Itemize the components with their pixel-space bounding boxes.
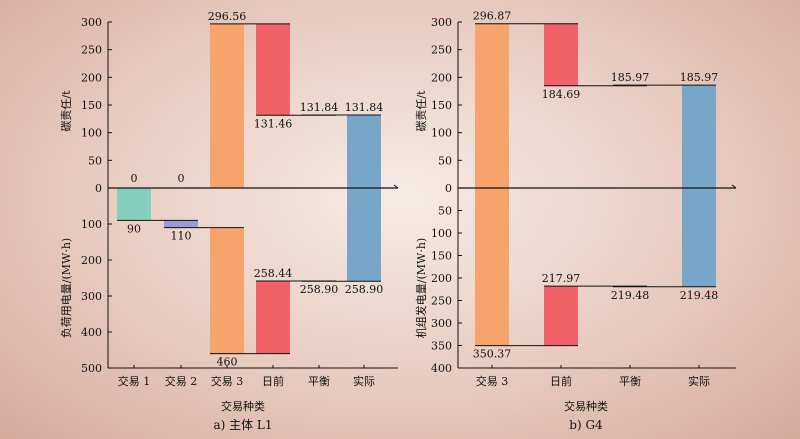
bottom-tick-label: 400 bbox=[431, 362, 452, 375]
bottom-tick-label: 0 bbox=[445, 182, 452, 195]
category-label: 交易 3 bbox=[211, 374, 244, 388]
carbon-value-label: 0 bbox=[178, 172, 185, 185]
top-tick-label: 100 bbox=[431, 127, 452, 140]
energy-bar bbox=[475, 188, 509, 346]
panel-caption: a) 主体 L1 bbox=[213, 418, 272, 432]
category-label: 实际 bbox=[688, 374, 710, 388]
energy-value-label: 110 bbox=[171, 230, 192, 243]
x-axis-title: 交易种类 bbox=[564, 399, 608, 413]
energy-value-label: 219.48 bbox=[680, 289, 719, 302]
energy-bar bbox=[347, 188, 381, 282]
energy-value-label: 350.37 bbox=[473, 348, 512, 361]
category-label: 平衡 bbox=[308, 375, 330, 388]
bottom-tick-label: 500 bbox=[81, 362, 102, 375]
energy-value-label: 258.90 bbox=[300, 283, 339, 296]
carbon-value-label: 184.69 bbox=[542, 88, 581, 101]
bottom-tick-label: 200 bbox=[431, 272, 452, 285]
x-axis-title: 交易种类 bbox=[221, 399, 265, 413]
category-label: 交易 1 bbox=[118, 374, 151, 388]
bottom-tick-label: 0 bbox=[95, 182, 102, 195]
bottom-tick-label: 350 bbox=[431, 340, 452, 353]
top-tick-label: 200 bbox=[81, 71, 102, 84]
top-tick-label: 200 bbox=[431, 71, 452, 84]
top-tick-label: 150 bbox=[431, 99, 452, 112]
top-tick-label: 300 bbox=[81, 16, 102, 29]
energy-bar bbox=[164, 220, 198, 228]
energy-value-label: 219.48 bbox=[611, 289, 650, 302]
carbon-value-label: 185.97 bbox=[611, 71, 650, 84]
bottom-tick-label: 300 bbox=[431, 317, 452, 330]
bottom-tick-label: 50 bbox=[438, 205, 452, 218]
bottom-tick-label: 300 bbox=[81, 290, 102, 303]
carbon-value-label: 296.87 bbox=[473, 10, 512, 23]
carbon-value-label: 296.56 bbox=[208, 10, 247, 23]
carbon-value-label: 131.84 bbox=[345, 101, 384, 114]
category-label: 日前 bbox=[550, 374, 572, 388]
carbon-value-label: 185.97 bbox=[680, 71, 719, 84]
energy-bar bbox=[682, 188, 716, 287]
top-tick-label: 100 bbox=[81, 127, 102, 140]
carbon-value-label: 131.46 bbox=[254, 117, 293, 130]
bottom-tick-label: 150 bbox=[431, 250, 452, 263]
energy-bar bbox=[256, 281, 290, 354]
category-label: 交易 2 bbox=[165, 374, 198, 388]
panel-caption: b) G4 bbox=[569, 418, 603, 432]
energy-bar bbox=[544, 286, 578, 346]
bottom-tick-label: 250 bbox=[431, 295, 452, 308]
bottom-tick-label: 200 bbox=[81, 254, 102, 267]
zero-axis-arrow bbox=[731, 184, 737, 189]
energy-bar bbox=[117, 188, 151, 221]
energy-value-label: 460 bbox=[217, 356, 238, 369]
carbon-bar bbox=[544, 23, 578, 86]
top-tick-label: 150 bbox=[81, 99, 102, 112]
bottom-tick-label: 100 bbox=[431, 227, 452, 240]
category-label: 交易 3 bbox=[476, 374, 509, 388]
y-axis-title-top: 碳责任/t bbox=[59, 90, 73, 132]
carbon-bar bbox=[475, 23, 509, 188]
top-tick-label: 50 bbox=[438, 154, 452, 167]
y-axis-title-bottom: 机组发电量/(MW·h) bbox=[414, 238, 428, 338]
top-tick-label: 250 bbox=[81, 44, 102, 57]
zero-axis-arrow bbox=[393, 184, 399, 189]
carbon-bar bbox=[347, 115, 381, 188]
top-tick-label: 300 bbox=[431, 16, 452, 29]
bottom-tick-label: 400 bbox=[81, 326, 102, 339]
carbon-bar bbox=[210, 23, 244, 188]
carbon-value-label: 131.84 bbox=[300, 101, 339, 114]
energy-value-label: 258.90 bbox=[345, 283, 384, 296]
carbon-bar bbox=[256, 23, 290, 116]
energy-value-label: 217.97 bbox=[542, 272, 581, 285]
carbon-bar bbox=[682, 85, 716, 188]
category-label: 平衡 bbox=[619, 375, 641, 388]
top-tick-label: 250 bbox=[431, 44, 452, 57]
bottom-tick-label: 100 bbox=[81, 218, 102, 231]
y-axis-title-top: 碳责任/t bbox=[414, 90, 428, 132]
energy-value-label: 90 bbox=[127, 222, 141, 235]
energy-value-label: 258.44 bbox=[254, 267, 293, 280]
carbon-value-label: 0 bbox=[131, 172, 138, 185]
category-label: 实际 bbox=[353, 374, 375, 388]
y-axis-title-bottom: 负荷用电量/(MW·h) bbox=[59, 238, 73, 338]
top-tick-label: 50 bbox=[88, 154, 102, 167]
category-label: 日前 bbox=[262, 374, 284, 388]
energy-bar bbox=[210, 227, 244, 354]
